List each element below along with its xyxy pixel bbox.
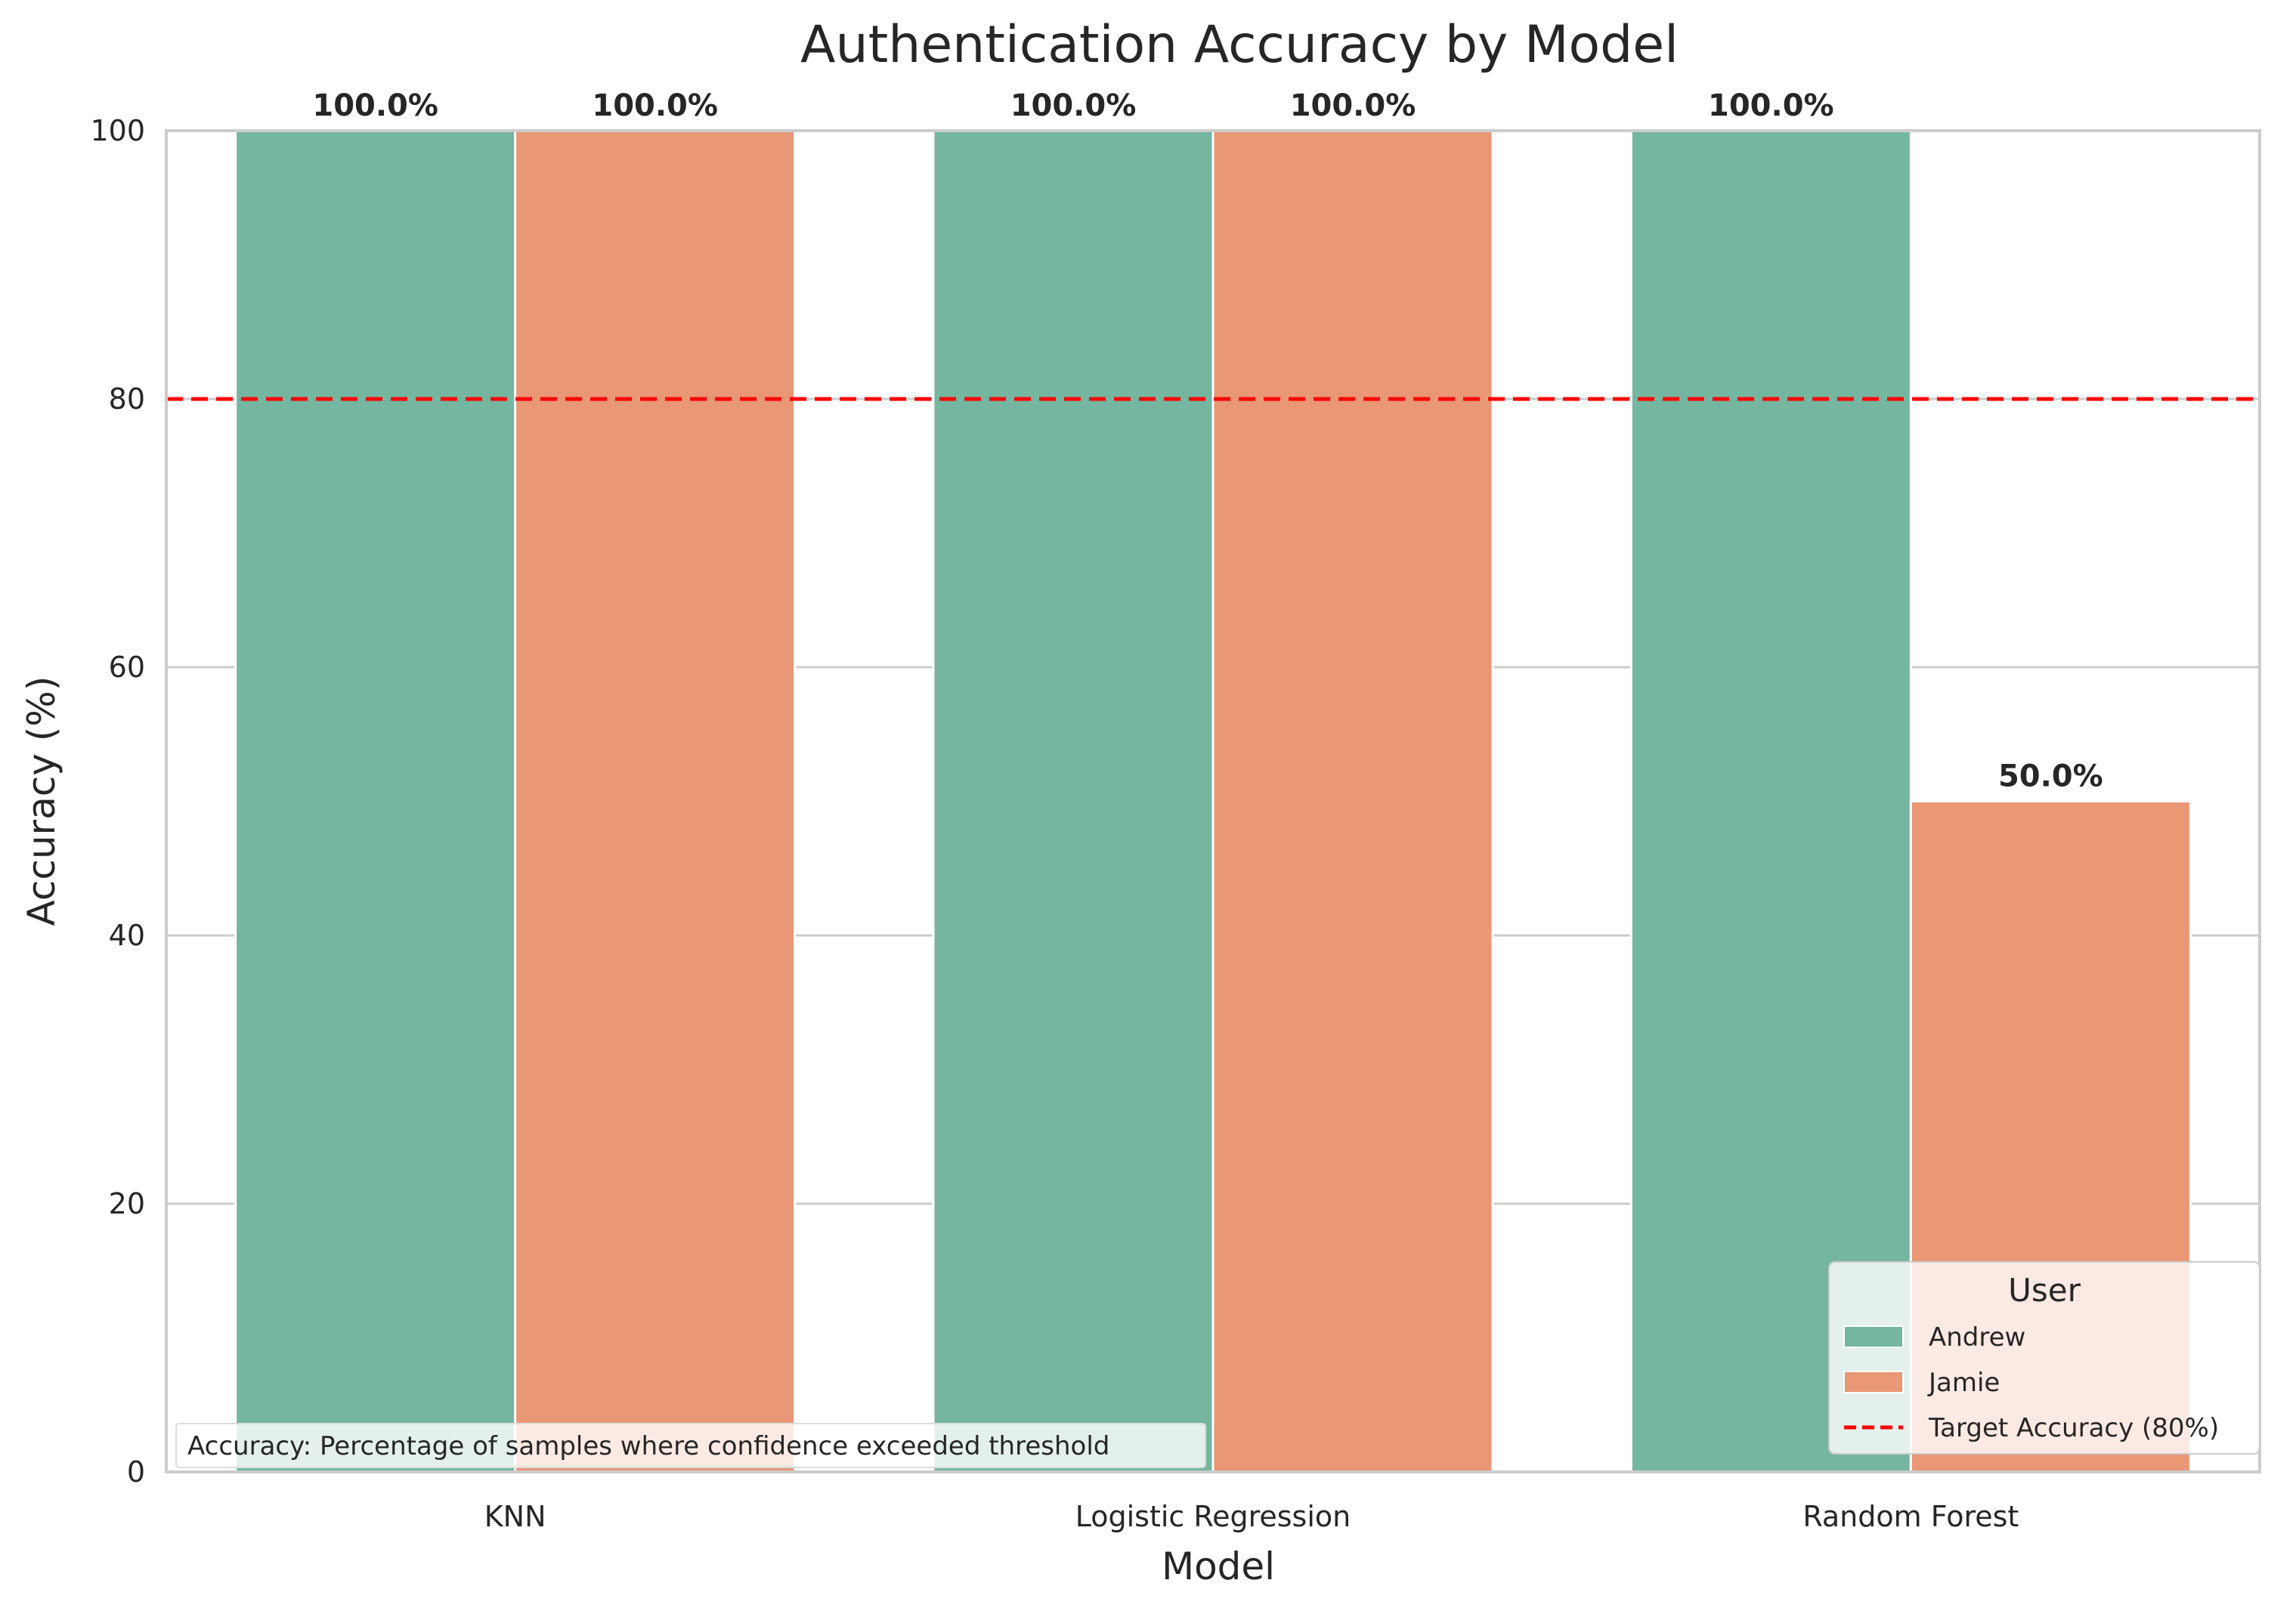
x-tick-label: KNN: [484, 1500, 546, 1533]
legend-title: User: [2008, 1272, 2081, 1309]
legend-label-andrew: Andrew: [1929, 1322, 2025, 1353]
plot-frame: [165, 129, 2261, 1473]
x-tick-label: Random Forest: [1802, 1500, 2019, 1533]
bar-jamie-0: [514, 129, 797, 1473]
y-tick-label: 0: [127, 1455, 145, 1489]
legend: User Andrew Jamie Target Accuracy (80%): [1828, 1261, 2260, 1455]
legend-box: [1828, 1261, 2260, 1455]
chart-title: Authentication Accuracy by Model: [800, 15, 1679, 75]
x-axis-label: Model: [1162, 1545, 1275, 1588]
y-tick-label: 40: [109, 919, 145, 952]
legend-label-target: Target Accuracy (80%): [1928, 1413, 2219, 1443]
legend-label-jamie: Jamie: [1927, 1368, 2000, 1398]
y-tick-label: 100: [90, 114, 145, 147]
bar-andrew-1: [932, 129, 1215, 1473]
bar-andrew-0: [234, 129, 517, 1473]
bar-jamie-1: [1211, 129, 1494, 1473]
data-label: 100.0%: [592, 88, 718, 123]
x-tick-label: Logistic Regression: [1075, 1500, 1351, 1533]
data-label: 100.0%: [1290, 88, 1416, 123]
legend-swatch-jamie: [1843, 1371, 1904, 1393]
annotation-box: Accuracy: Percentage of samples where co…: [175, 1423, 1206, 1468]
data-label: 50.0%: [1998, 759, 2103, 794]
y-tick-label: 20: [109, 1187, 145, 1220]
y-tick-label: 80: [109, 382, 145, 416]
data-label: 100.0%: [312, 88, 438, 123]
data-label: 100.0%: [1708, 88, 1834, 123]
y-tick-label: 60: [109, 651, 145, 684]
data-label: 100.0%: [1010, 88, 1137, 123]
annotation-text: Accuracy: Percentage of samples where co…: [187, 1431, 1109, 1461]
legend-swatch-andrew: [1843, 1325, 1904, 1348]
y-axis-label: Accuracy (%): [20, 676, 63, 926]
